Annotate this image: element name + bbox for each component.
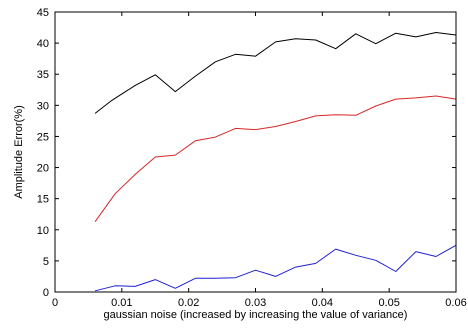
x-tick-label: 0.06 bbox=[445, 297, 466, 309]
ticks-layer: 0 0.01 0.02 0.03 0.04 0.05 0.06 0 5 10 15 20 25 30 35 4… bbox=[37, 7, 467, 309]
y-tick-label: 0 bbox=[43, 287, 49, 299]
x-tick-label: 0.04 bbox=[312, 297, 333, 309]
y-tick-label: 15 bbox=[37, 194, 49, 206]
x-tick-label: 0.05 bbox=[378, 297, 399, 309]
y-tick-label: 20 bbox=[37, 163, 49, 175]
x-tick-label: 0.01 bbox=[111, 297, 132, 309]
y-tick-label: 25 bbox=[37, 131, 49, 143]
x-tick-label: 0 bbox=[52, 297, 58, 309]
y-tick-label: 5 bbox=[43, 256, 49, 268]
y-tick-label: 45 bbox=[37, 7, 49, 19]
y-tick-label: 35 bbox=[37, 69, 49, 81]
series-line-1 bbox=[94, 32, 457, 114]
y-tick-label: 30 bbox=[37, 100, 49, 112]
series-line-3 bbox=[94, 244, 457, 292]
series-line-2 bbox=[94, 95, 457, 222]
x-tick-label: 0.02 bbox=[178, 297, 199, 309]
y-axis-label: Amplitude Error(%) bbox=[13, 105, 25, 199]
y-tick-label: 10 bbox=[37, 225, 49, 237]
x-axis-label: gaussian noise (increased by increasing … bbox=[104, 309, 408, 321]
x-tick-label: 0.03 bbox=[245, 297, 266, 309]
y-tick-label: 40 bbox=[37, 38, 49, 50]
series-layer bbox=[94, 32, 457, 292]
